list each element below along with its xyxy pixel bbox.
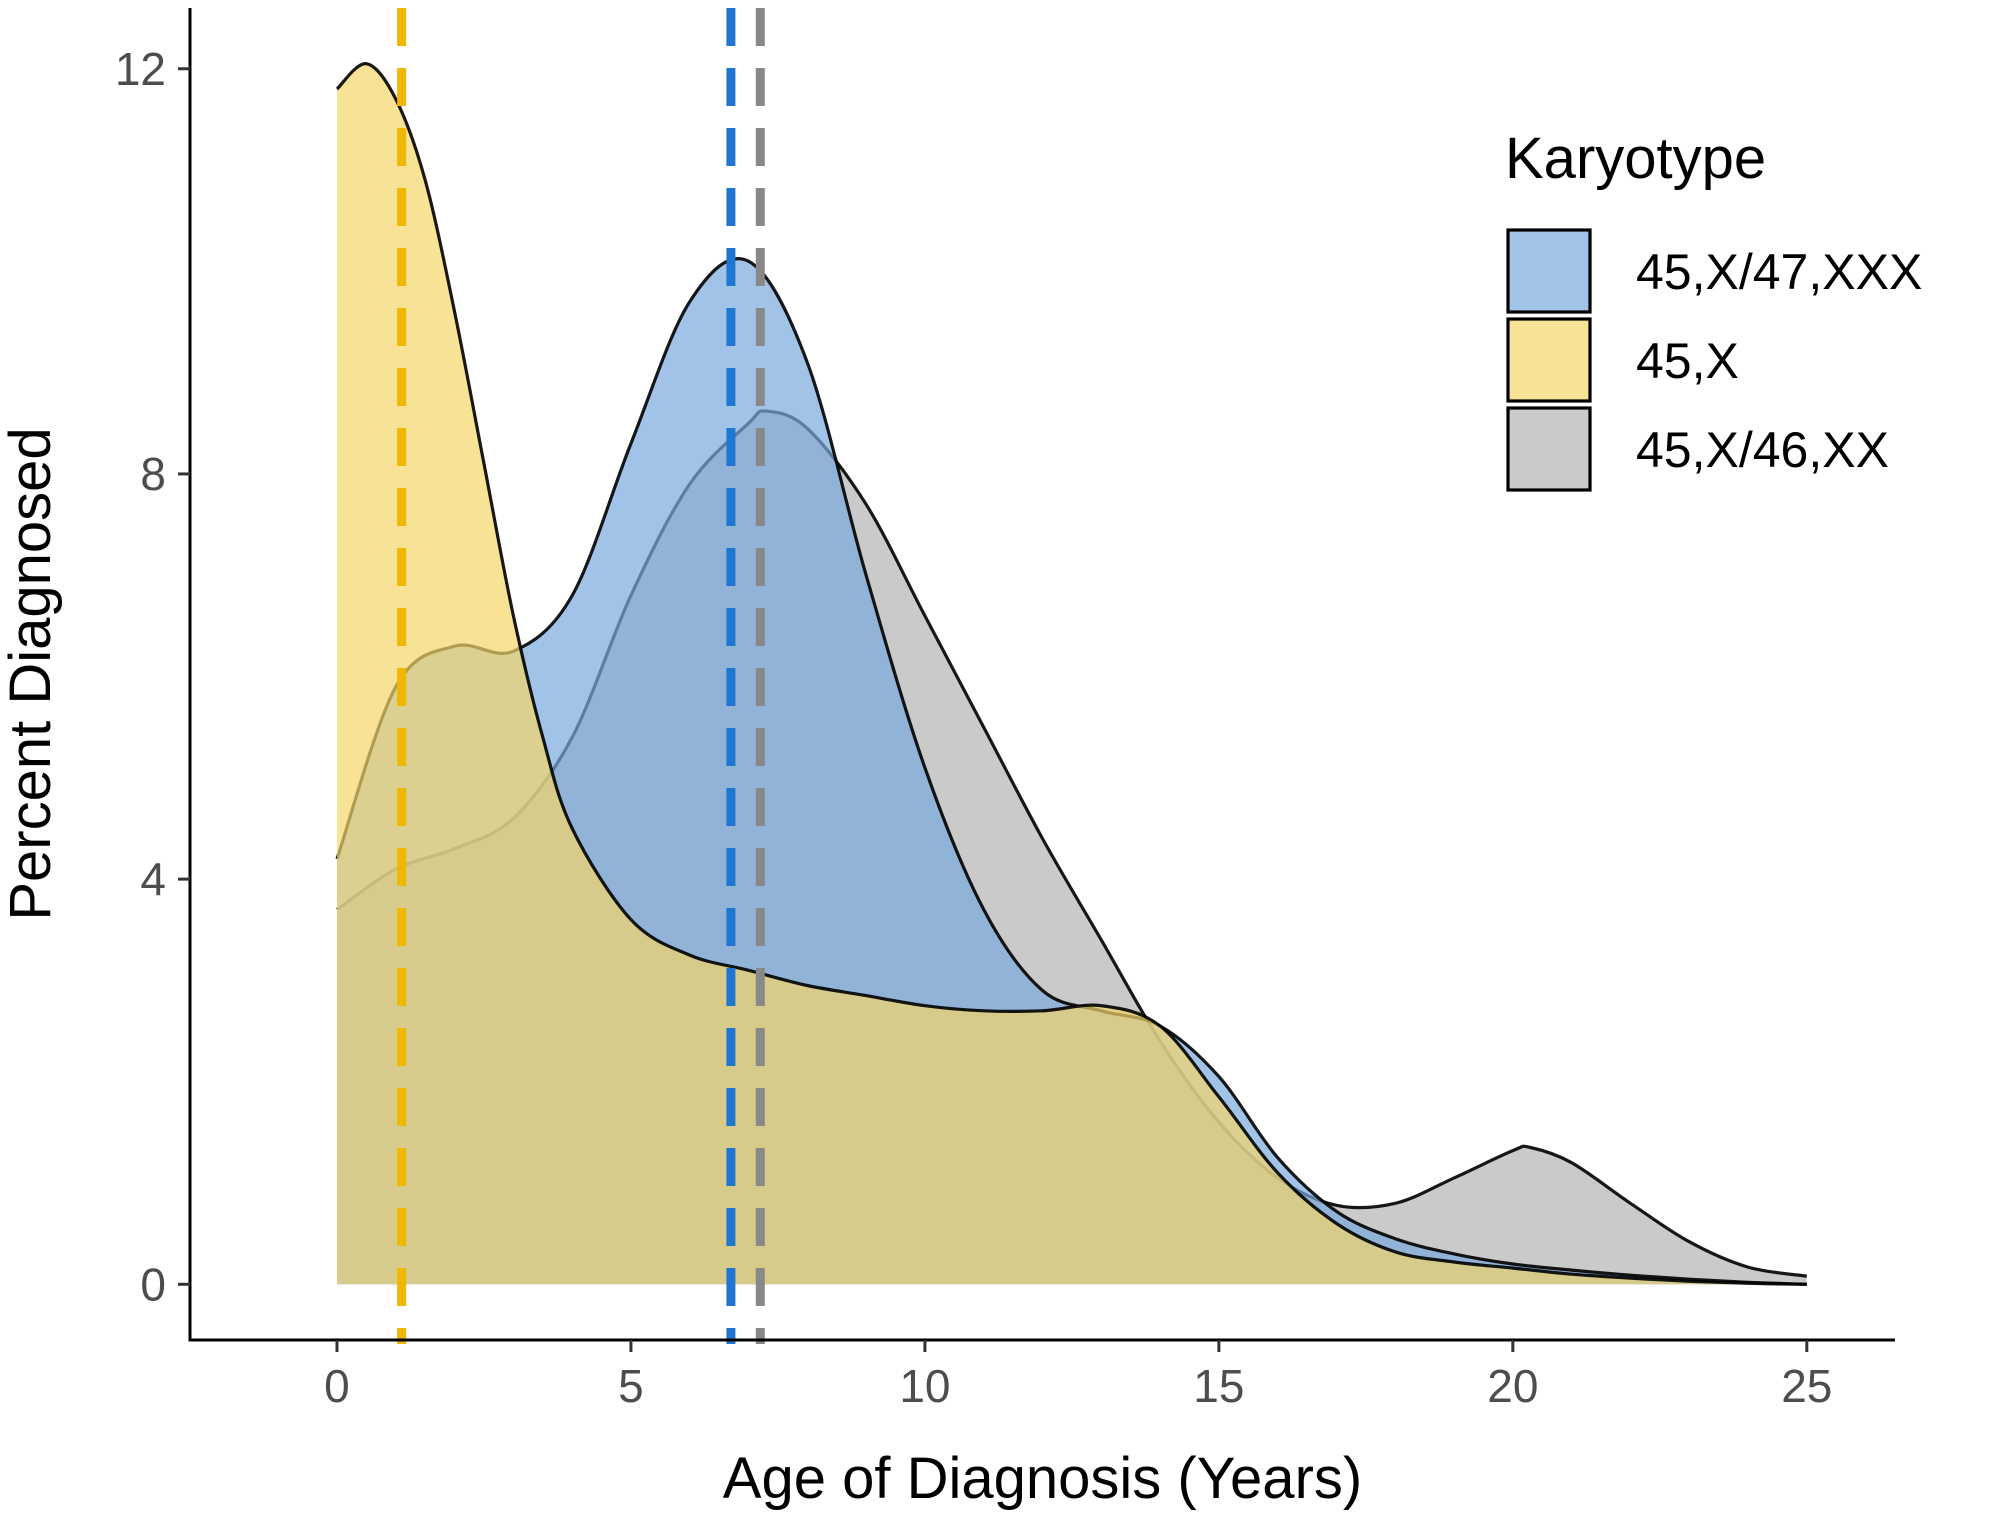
legend-label-45-x-47-xxx: 45,X/47,XXX: [1636, 244, 1922, 300]
x-tick-label: 15: [1193, 1360, 1244, 1412]
legend-label-45-x: 45,X: [1636, 333, 1739, 389]
density-outline-45-x: [335, 62, 1807, 1286]
x-tick-label: 20: [1487, 1360, 1538, 1412]
legend: Karyotype 45,X/47,XXX 45,X 45,X/46,XX: [1505, 126, 1922, 492]
x-tick-label: 10: [899, 1360, 950, 1412]
y-tick-label: 4: [140, 853, 166, 905]
legend-key-45-x-46-xx: [1506, 406, 1592, 492]
y-axis-ticks: 0 4 8 12: [115, 43, 190, 1310]
y-axis-title: Percent Diagnosed: [0, 427, 63, 920]
legend-title: Karyotype: [1505, 126, 1766, 191]
y-tick-label: 0: [140, 1258, 166, 1310]
axes: 0 5 10 15 20 25 0 4 8 12 Age of Diagnosis (Years…: [0, 8, 1895, 1511]
x-tick-label: 0: [324, 1360, 350, 1412]
legend-key-45-x-47-xxx: [1506, 228, 1592, 314]
plot-area: [335, 8, 1808, 1344]
legend-label-45-x-46-xx: 45,X/46,XX: [1636, 422, 1889, 478]
density-outline-45-x-47-xxx: [335, 257, 1807, 1286]
x-axis-ticks: 0 5 10 15 20 25: [324, 1340, 1832, 1412]
x-tick-label: 5: [618, 1360, 644, 1412]
density-area-45-x: [337, 63, 1807, 1285]
x-tick-label: 25: [1781, 1360, 1832, 1412]
legend-key-45-x: [1506, 317, 1592, 403]
x-axis-title: Age of Diagnosis (Years): [723, 1446, 1362, 1511]
y-tick-label: 8: [140, 448, 166, 500]
y-tick-label: 12: [115, 43, 166, 95]
